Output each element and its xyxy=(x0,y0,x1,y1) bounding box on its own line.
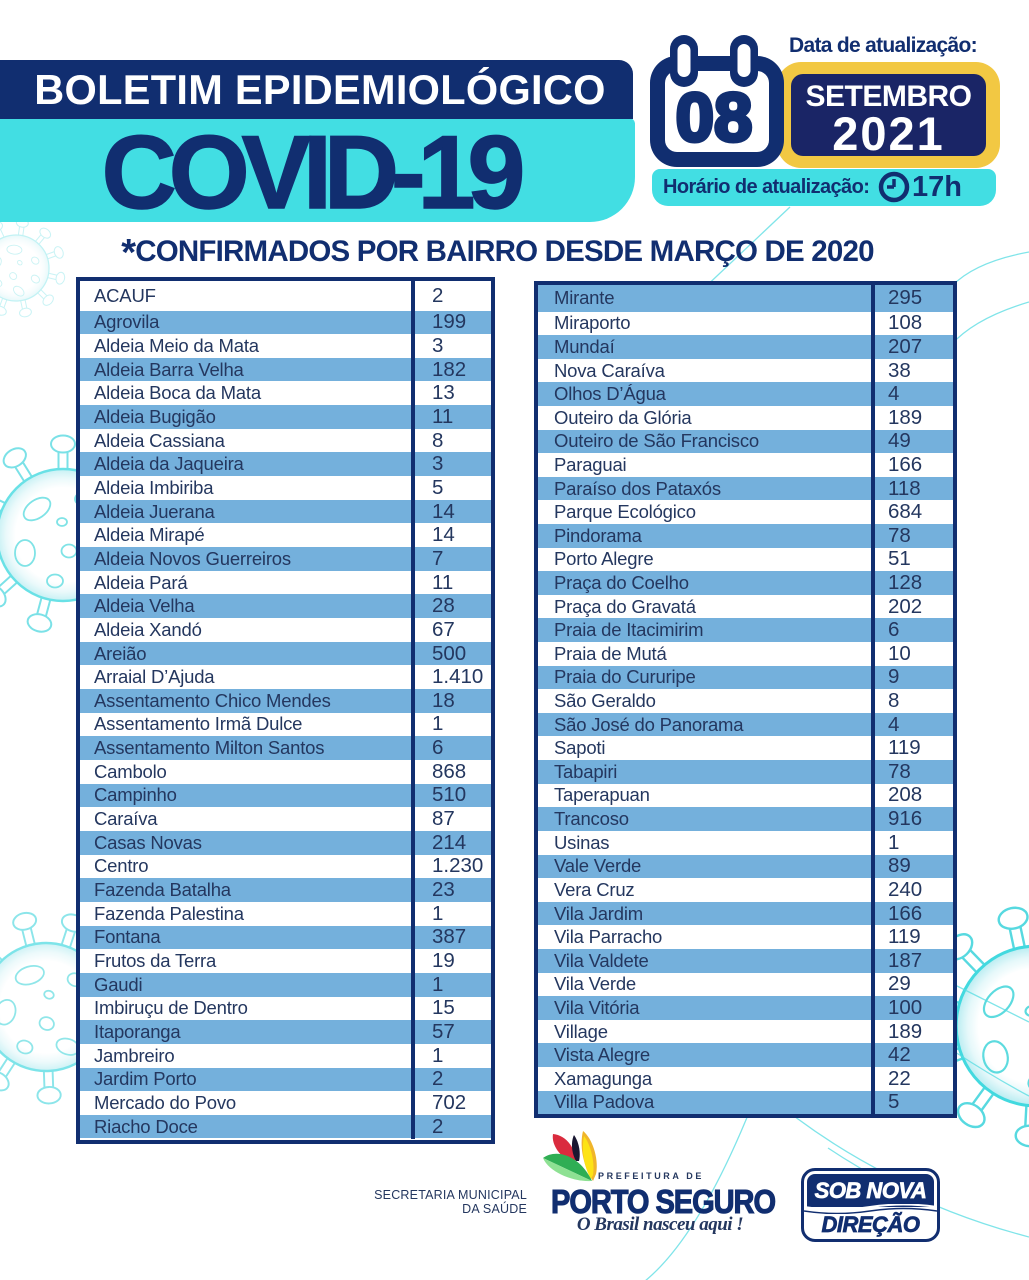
svg-text:08: 08 xyxy=(676,79,753,156)
